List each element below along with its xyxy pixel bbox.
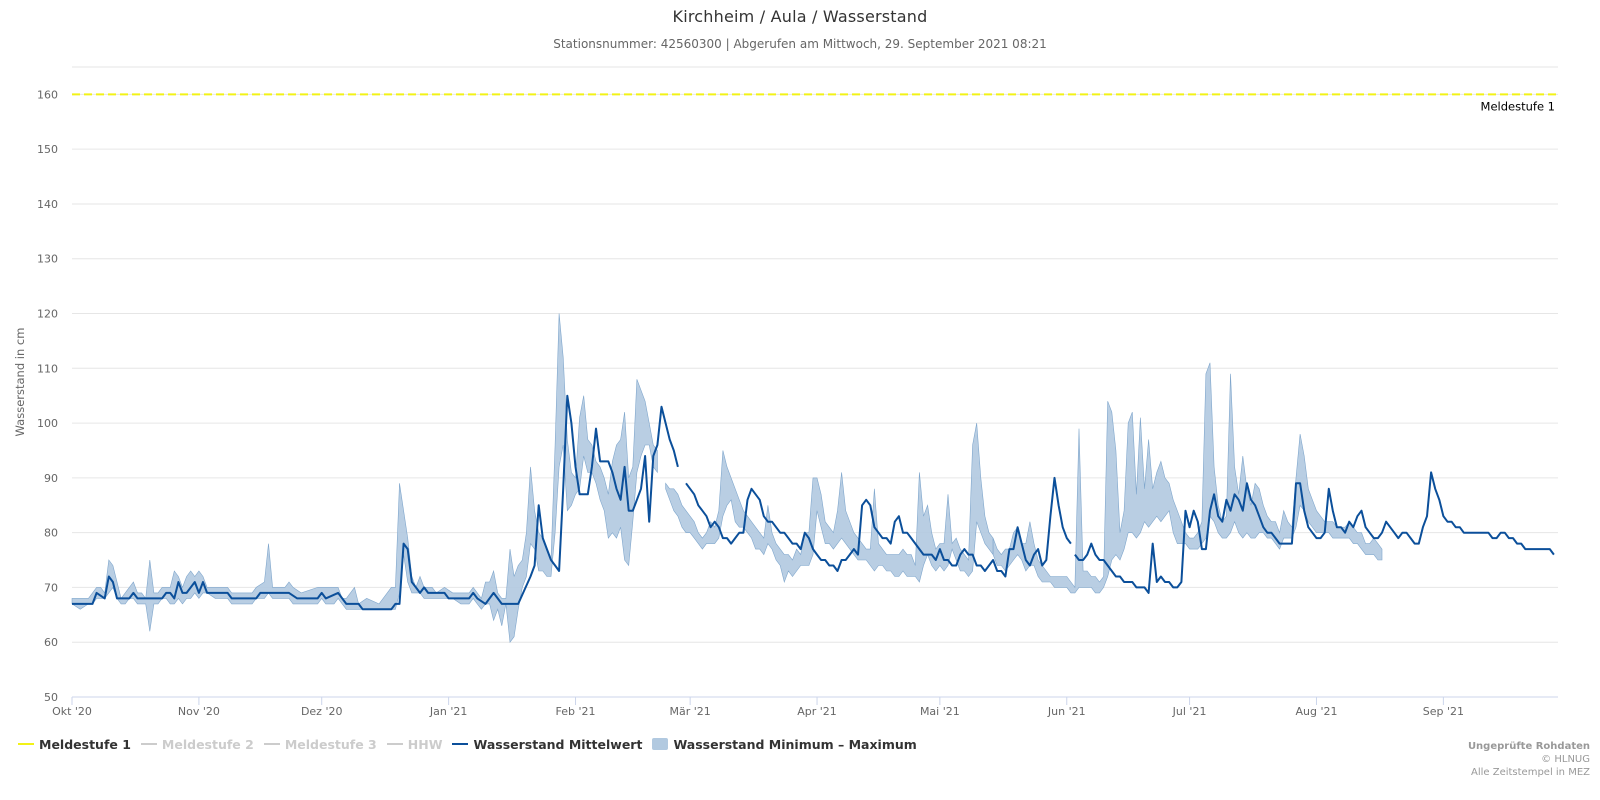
credits-line-2[interactable]: © HLNUG [1541, 754, 1590, 765]
legend-symbol [652, 738, 669, 750]
legend-item-wasserstand-mittelwert[interactable]: Wasserstand Mittelwert [452, 737, 642, 752]
legend-label: Meldestufe 1 [39, 736, 131, 752]
x-tick-label: Jan '21 [429, 705, 467, 718]
y-tick-label: 50 [44, 691, 58, 704]
y-tick-label: 90 [44, 472, 58, 485]
x-tick-label: Feb '21 [556, 705, 596, 718]
x-tick-label: Dez '20 [301, 705, 343, 718]
y-tick-label: 130 [37, 253, 58, 266]
y-tick-label: 160 [37, 88, 58, 101]
y-tick-label: 70 [44, 581, 58, 594]
x-tick-label: Jul '21 [1172, 705, 1207, 718]
mean-line-segment [72, 394, 679, 611]
credits: Ungeprüfte Rohdaten © HLNUG Alle Zeitste… [1468, 740, 1590, 779]
chart-plot: 50 60 70 80 90 100 110 120 130 140 150 160 Wassersta… [13, 66, 1558, 718]
x-tick-label: Nov '20 [178, 705, 220, 718]
legend-item-wasserstand-minimum-maximum[interactable]: Wasserstand Minimum – Maximum [652, 736, 917, 752]
legend-symbol [263, 743, 280, 745]
legend-label: Wasserstand Mittelwert [473, 736, 643, 752]
range-band-segment [992, 362, 1383, 594]
legend-item-meldestufe-1[interactable]: Meldestufe 1 [18, 737, 131, 752]
chart-legend: Meldestufe 1 Meldestufe 2 Meldestufe 3 HHW W… [18, 735, 927, 753]
x-tick-label: Mär '21 [670, 705, 711, 718]
legend-symbol [452, 743, 469, 745]
legend-symbol [18, 743, 34, 745]
mean-line-segment [685, 476, 1072, 578]
x-tick-label: Apr '21 [797, 705, 837, 718]
legend-label: Wasserstand Minimum – Maximum [673, 736, 917, 752]
x-tick-label: Aug '21 [1295, 705, 1337, 718]
x-tick-label: Jun '21 [1047, 705, 1086, 718]
y-tick-label: 100 [37, 417, 58, 430]
legend-label: HHW [407, 736, 443, 752]
y-tick-label: 120 [37, 308, 58, 321]
legend-item-meldestufe-2[interactable]: Meldestufe 2 [140, 736, 254, 752]
x-tick-label: Okt '20 [52, 705, 92, 718]
x-tick-label: Mai '21 [920, 705, 960, 718]
legend-label: Meldestufe 2 [161, 736, 254, 752]
legend-item-hhw[interactable]: HHW [386, 736, 443, 752]
mean-line-segment [1074, 471, 1555, 594]
y-tick-label: 140 [37, 198, 58, 211]
y-tick-label: 150 [37, 143, 58, 156]
chart-subtitle: Stationsnummer: 42560300 | Abgerufen am … [553, 37, 1047, 51]
credits-line-1: Ungeprüfte Rohdaten [1467, 741, 1590, 752]
credits-line-3: Alle Zeitstempel in MEZ [1470, 767, 1590, 778]
legend-symbol [140, 743, 157, 745]
chart-title: Kirchheim / Aula / Wasserstand [672, 7, 928, 26]
y-axis-title: Wasserstand in cm [13, 328, 27, 437]
legend-item-meldestufe-3[interactable]: Meldestufe 3 [263, 736, 377, 752]
x-tick-label: Sep '21 [1423, 705, 1464, 718]
threshold-label: Meldestufe 1 [1481, 99, 1555, 113]
y-tick-label: 60 [44, 636, 58, 649]
legend-label: Meldestufe 3 [284, 736, 377, 752]
y-tick-label: 80 [44, 527, 58, 540]
range-band-segment [71, 313, 658, 643]
legend-symbol [386, 743, 403, 745]
y-tick-label: 110 [37, 362, 58, 375]
